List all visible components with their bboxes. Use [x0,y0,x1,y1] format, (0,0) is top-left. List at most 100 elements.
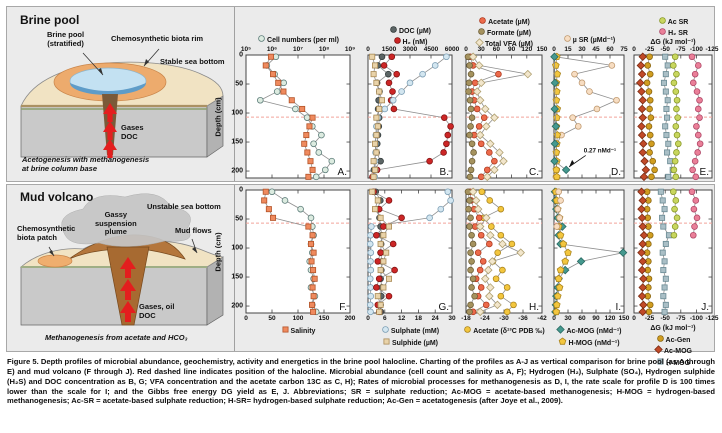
biota-patch-label: Chemosynthetic biota patch [17,224,76,242]
data-point-circle [673,105,680,113]
data-point-circle [671,223,679,230]
data-point-circle [672,123,680,130]
legend-entry: µ SR (µMd⁻¹) [519,34,659,45]
data-point-diamond [550,104,560,114]
data-point-circle [367,258,374,265]
data-point-circle [385,197,393,204]
data-point-circle [380,62,388,69]
data-point-square [661,258,668,265]
data-point-circle [497,231,505,239]
data-point-circle [691,223,698,230]
data-point-circle [373,284,380,291]
panel-letter: B. [440,167,449,178]
data-point-square [383,337,390,344]
data-point-circle [328,157,336,165]
data-point-diamond [640,156,649,166]
x-tick-label: 100 [292,315,304,322]
legend-entry-label: H-MOG (nMd⁻¹) [568,339,620,347]
x-tick-label: -100 [689,315,703,322]
stable-sea-bottom-label: Stable sea bottom [160,57,225,66]
data-point-circle [648,140,655,148]
legend-entry: ΔG (kJ mol⁻¹) [603,38,722,47]
data-point-circle [554,205,562,213]
x-tick-label: -25 [644,46,655,53]
gassy-plume-cloud [61,193,191,247]
legend-entry-label: Ac-Gen [665,336,691,344]
data-point-circle [571,70,578,78]
x-tick-label: 0 [366,46,370,53]
data-point-square [270,71,277,78]
gassy-plume-label: Gassy suspension plume [95,210,137,237]
data-point-circle [670,79,678,87]
data-point-diamond [638,222,648,231]
data-point-circle [469,275,477,283]
data-point-circle [384,70,392,78]
data-point-circle [593,105,601,113]
data-point-circle [646,301,654,309]
panel-E-plot: E. [633,52,713,182]
data-point-circle [297,205,304,213]
x-tick-label: 30 [564,315,572,322]
data-point-circle [441,114,448,121]
data-point-circle [466,223,473,230]
data-point-diamond [498,239,507,249]
data-point-circle [671,53,679,61]
legend-entry-label: Ac-MOG [664,348,692,355]
data-point-circle [467,105,475,113]
data-point-circle [690,205,698,213]
data-point-diamond [637,291,647,301]
data-point-square [662,301,669,308]
data-point-circle [693,123,700,130]
data-point-circle [426,214,433,222]
data-point-circle [556,214,563,222]
data-point-pentagon [552,307,561,316]
data-point-circle [467,249,474,256]
data-point-square [662,240,669,247]
data-point-circle [644,62,652,69]
panel-G-plot: G. [366,188,454,316]
data-point-diamond [638,95,648,105]
data-point-square [282,326,289,333]
data-point-diamond [638,113,648,122]
gases-oil-doc-label: Gases, oil DOC [139,302,175,320]
square-marker-icon [383,337,390,344]
data-point-diamond [638,257,648,266]
data-point-circle [691,70,699,78]
x-tick-label: 200 [344,315,356,322]
data-point-diamond [637,213,647,223]
x-tick-label: 60 [578,315,586,322]
data-point-square [664,62,671,69]
panel-D-plot: 0.27 nMd⁻¹ D. [550,52,625,181]
depth-tick-label: 200 [231,167,243,175]
data-point-pentagon [553,292,562,300]
data-point-diamond [561,165,571,175]
data-point-circle [467,123,474,130]
data-point-square [662,88,669,95]
data-point-circle [673,149,680,156]
data-point-pentagon [552,61,560,69]
data-point-diamond [550,139,560,149]
acetogenesis-caption: Acetogenesis with methanogenesis at brin… [22,155,150,173]
x-tick-label: 0 [464,46,468,53]
data-point-square [261,197,268,204]
legend-entry: Ac-Gen [603,334,722,346]
data-point-circle [390,105,398,113]
data-point-diamond [641,165,651,175]
data-point-square [376,88,383,95]
data-point-circle [694,105,702,113]
data-point-circle [494,249,501,256]
depth-tick-label: 100 [231,244,243,252]
data-point-square [305,173,312,180]
data-point-circle [368,223,375,230]
depth-tick-label: 50 [235,215,243,223]
depth-tick-label: 100 [231,109,243,117]
data-point-circle [467,214,474,222]
data-point-circle [437,205,445,213]
panel-letter: E. [700,167,709,178]
data-point-circle [375,275,383,283]
data-point-circle [555,188,562,196]
x-tick-label: 4500 [423,46,439,53]
circle-marker-icon [464,326,472,333]
x-tick-label: -50 [660,46,670,53]
data-point-circle [689,166,696,174]
